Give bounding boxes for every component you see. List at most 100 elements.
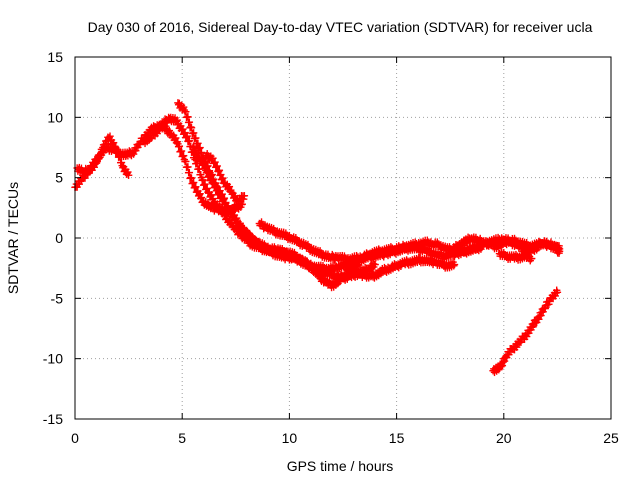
tick-layer: 0 5 10 15 20 25 -15 -10 -5 0 5 10 15 (43, 49, 619, 446)
data-point (111, 142, 119, 151)
data-point (185, 168, 194, 177)
data-point (240, 192, 249, 200)
data-point (450, 260, 459, 269)
y-tick-label: 5 (55, 170, 63, 186)
x-tick-label: 0 (71, 430, 79, 446)
data-layer (71, 99, 564, 377)
data-point (179, 103, 188, 111)
data-point (527, 254, 536, 263)
data-point (541, 304, 549, 313)
data-point (182, 157, 190, 166)
x-tick-label: 10 (282, 430, 298, 446)
data-point (183, 132, 191, 140)
data-point (199, 159, 208, 168)
x-tick-label: 5 (178, 430, 186, 446)
data-point (225, 205, 234, 214)
data-point (184, 137, 193, 146)
data-point (109, 138, 118, 147)
data-point (187, 124, 196, 132)
data-point (194, 139, 202, 148)
data-point (197, 170, 205, 179)
data-point (175, 142, 184, 150)
y-tick-label: 15 (47, 49, 63, 65)
y-tick-label: 10 (47, 109, 63, 125)
y-tick-label: -15 (43, 411, 63, 427)
data-point (196, 190, 204, 198)
data-series-pass-10 (495, 248, 536, 265)
data-point (199, 176, 207, 184)
data-point (112, 143, 120, 152)
data-point (213, 162, 221, 170)
data-point (189, 129, 198, 137)
data-point (553, 288, 562, 296)
data-point (232, 214, 240, 222)
data-point (193, 149, 201, 157)
data-series-pass-6 (202, 150, 249, 206)
data-point (102, 140, 111, 148)
data-point (201, 180, 209, 188)
data-point (211, 158, 219, 166)
data-point (537, 311, 545, 320)
data-point (196, 143, 204, 152)
data-point (182, 133, 191, 141)
x-tick-label: 20 (496, 430, 512, 446)
data-point (535, 315, 543, 323)
data-point (124, 168, 132, 176)
data-point (215, 166, 224, 174)
data-point (184, 163, 192, 171)
x-tick-label: 25 (603, 430, 619, 446)
data-point (194, 153, 203, 161)
data-series-pass-8 (341, 253, 459, 282)
data-point (185, 137, 194, 145)
y-axis-label: SDTVAR / TECUs (5, 182, 21, 294)
grid-layer (75, 57, 611, 419)
data-point (116, 153, 124, 161)
data-point (124, 171, 133, 179)
data-point (192, 183, 200, 191)
y-tick-label: -5 (51, 290, 64, 306)
data-point (177, 147, 186, 155)
data-point (106, 132, 114, 140)
data-point (114, 147, 122, 156)
data-point (512, 343, 521, 351)
data-point (192, 134, 200, 142)
data-point (187, 174, 196, 182)
data-point (184, 113, 192, 121)
data-point (197, 193, 206, 202)
y-tick-label: -10 (43, 351, 63, 367)
y-tick-label: 0 (55, 230, 63, 246)
data-series-pass-2 (73, 132, 133, 179)
data-point (529, 323, 537, 331)
data-point (98, 147, 106, 156)
data-point (172, 134, 180, 142)
data-point (224, 202, 232, 210)
data-series-pass-9 (448, 233, 564, 254)
data-point (179, 151, 188, 160)
data-point (555, 245, 564, 253)
chart-title: Day 030 of 2016, Sidereal Day-to-day VTE… (88, 19, 593, 35)
data-point (187, 123, 195, 131)
data-point (163, 119, 171, 127)
x-axis-label: GPS time / hours (287, 458, 394, 474)
data-point (203, 184, 211, 193)
data-point (189, 178, 198, 187)
data-point (75, 180, 83, 188)
data-point (117, 158, 126, 167)
data-point (182, 107, 190, 116)
data-point (100, 143, 109, 152)
data-point (239, 195, 248, 203)
data-point (219, 174, 227, 182)
data-point (207, 191, 216, 199)
data-point (96, 153, 104, 161)
data-series-pass-11 (489, 286, 562, 377)
data-point (209, 154, 217, 162)
data-point (185, 118, 194, 126)
data-point (212, 182, 220, 190)
data-point (371, 260, 379, 269)
data-point (90, 163, 98, 171)
data-point (189, 142, 198, 150)
x-tick-label: 15 (389, 430, 405, 446)
data-point (450, 262, 458, 270)
data-point (498, 361, 507, 370)
